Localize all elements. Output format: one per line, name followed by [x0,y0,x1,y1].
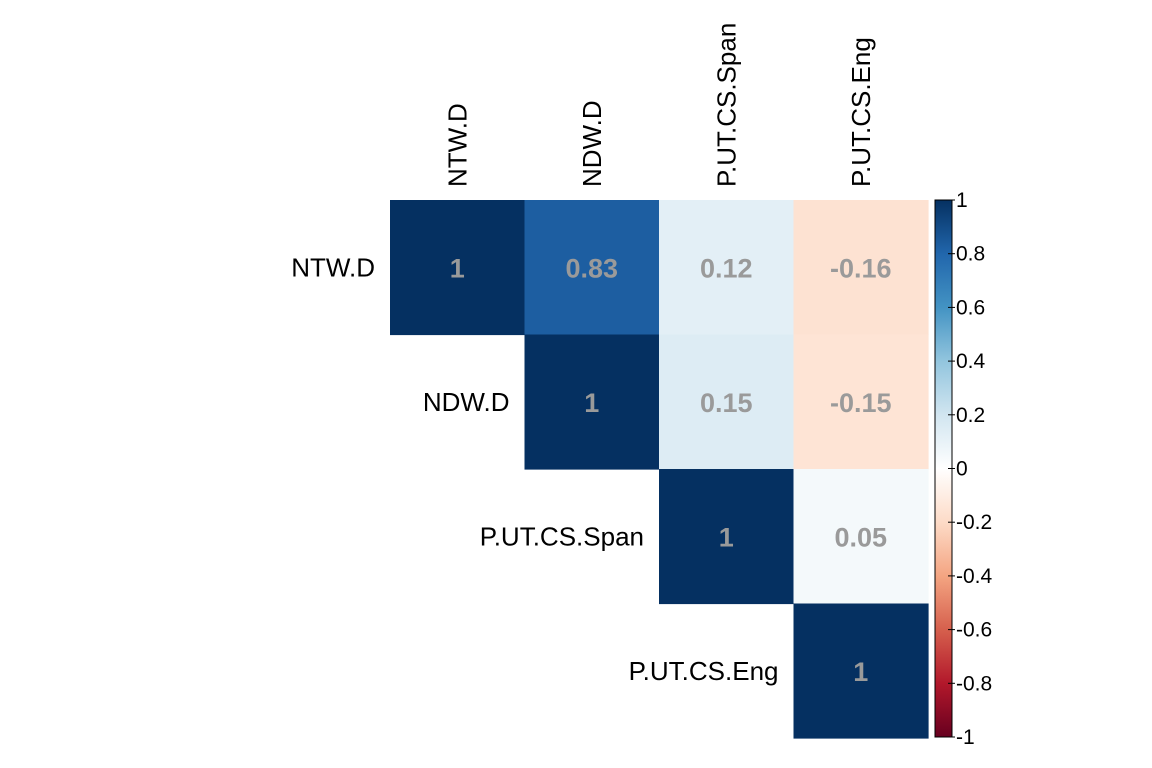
color-legend-tick-label: -0.8 [956,672,992,695]
row-label-ndw-d: NDW.D [423,387,510,417]
cell-ntw-d-p-ut-cs-eng [793,200,929,336]
cell-ntw-d-ndw-d [524,200,660,336]
row-label-p-ut-cs-span: P.UT.CS.Span [480,521,644,551]
cell-value-label: 0.83 [565,253,618,283]
color-legend-tick-label: 0.2 [956,404,985,427]
cell-p-ut-cs-span-p-ut-cs-span [659,469,795,605]
cell-value-label: 1 [719,522,734,552]
color-legend-tick-label: 0 [956,458,968,481]
color-legend-tick-label: 0.4 [956,350,986,373]
cell-value-label: -0.16 [830,253,892,283]
cell-value-label: 0.12 [700,253,753,283]
cell-value-label: 0.05 [834,522,887,552]
cell-value-labels: 1 0.83 0.12 -0.16 1 0.15 -0.15 1 0.05 1 [450,253,892,687]
color-legend-tick-label: -0.4 [956,565,993,588]
color-legend-tick-label: 0.6 [956,296,985,319]
cell-ntw-d-p-ut-cs-span [659,200,795,336]
cell-ndw-d-ndw-d [524,334,660,470]
row-label-ntw-d: NTW.D [291,252,375,282]
cell-value-label: -0.15 [830,388,892,418]
row-labels: NTW.D NDW.D P.UT.CS.Span P.UT.CS.Eng [291,252,778,686]
cell-value-label: 1 [450,253,465,283]
color-legend-tick-label: 1 [956,189,968,212]
column-label-p-ut-cs-eng: P.UT.CS.Eng [846,37,876,187]
cell-value-label: 1 [584,388,599,418]
heatmap-cells [390,200,929,739]
column-label-ntw-d: NTW.D [442,103,472,187]
color-legend-tick-label: 0.8 [956,243,985,266]
cell-value-label: 1 [853,657,868,687]
row-label-p-ut-cs-eng: P.UT.CS.Eng [629,656,779,686]
column-label-p-ut-cs-span: P.UT.CS.Span [711,23,741,187]
cell-p-ut-cs-eng-p-ut-cs-eng [793,603,929,739]
cell-ndw-d-p-ut-cs-eng [793,334,929,470]
color-legend-ticks: 1 0.8 0.6 0.4 0.2 0 -0.2 -0.4 -0.6 -0.8 -1 [948,189,993,749]
cell-value-label: 0.15 [700,388,753,418]
cell-ndw-d-p-ut-cs-span [659,334,795,470]
color-legend-tick-label: -1 [956,726,975,749]
column-label-ndw-d: NDW.D [577,100,607,187]
cell-p-ut-cs-span-p-ut-cs-eng [793,469,929,605]
color-legend-tick-label: -0.6 [956,619,992,642]
cell-ntw-d-ntw-d [390,200,526,336]
color-legend-tick-label: -0.2 [956,511,992,534]
column-labels: NTW.D NDW.D P.UT.CS.Span P.UT.CS.Eng [442,23,876,187]
